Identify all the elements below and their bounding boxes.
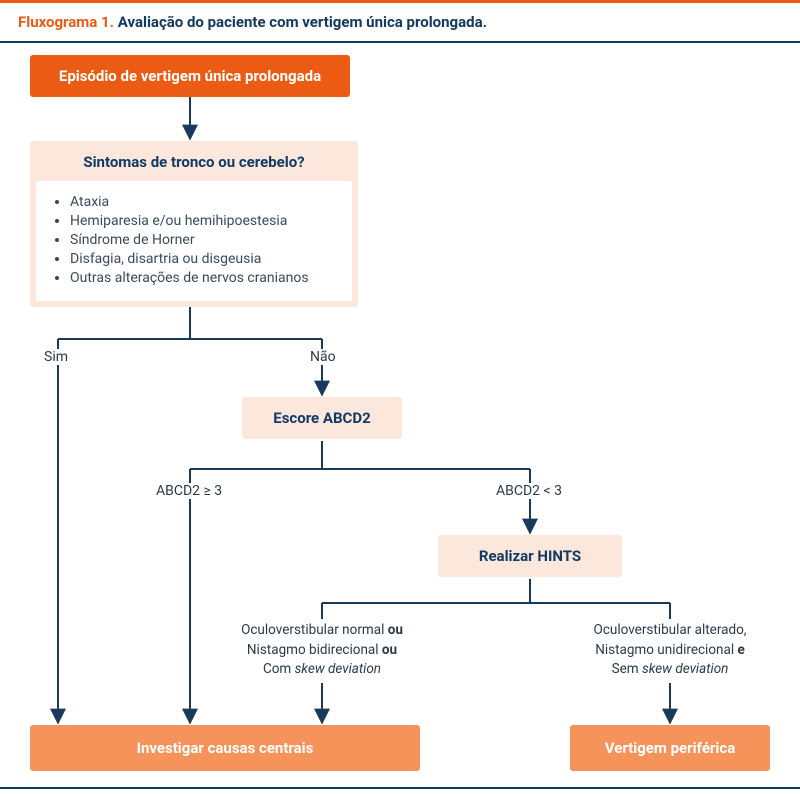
- node-start: Episódio de vertigem única prolongada: [30, 55, 350, 97]
- question-heading: Sintomas de tronco ou cerebelo?: [30, 141, 358, 181]
- title-prefix: Fluxograma 1.: [18, 13, 114, 31]
- branch-label-nao: Não: [306, 349, 340, 365]
- hints-branch-central: Oculoverstibular normal ou Nistagmo bidi…: [222, 621, 422, 680]
- symptom-list: Ataxia Hemiparesia e/ou hemihipoestesia …: [50, 194, 338, 286]
- branch-label-sim: Sim: [40, 349, 72, 365]
- flowchart-frame: Fluxograma 1. Avaliação do paciente com …: [0, 0, 800, 789]
- node-end-central: Investigar causas centrais: [30, 725, 420, 771]
- title-bar: Fluxograma 1. Avaliação do paciente com …: [0, 0, 800, 41]
- list-item: Disfagia, disartria ou disgeusia: [70, 251, 338, 267]
- node-hints: Realizar HINTS: [438, 535, 622, 577]
- canvas-wrap: Episódio de vertigem única prolongada Si…: [0, 41, 800, 789]
- question-body: Ataxia Hemiparesia e/ou hemihipoestesia …: [36, 181, 352, 301]
- flowchart-canvas: Episódio de vertigem única prolongada Si…: [0, 43, 800, 787]
- title-text: Avaliação do paciente com vertigem única…: [118, 13, 487, 31]
- node-question-symptoms: Sintomas de tronco ou cerebelo? Ataxia H…: [30, 141, 358, 307]
- node-end-peripheral: Vertigem periférica: [570, 725, 770, 771]
- list-item: Hemiparesia e/ou hemihipoestesia: [70, 213, 338, 229]
- list-item: Ataxia: [70, 194, 338, 210]
- branch-label-abcd-ge3: ABCD2 ≥ 3: [152, 483, 226, 499]
- branch-label-abcd-lt3: ABCD2 < 3: [492, 483, 566, 499]
- node-abcd2: Escore ABCD2: [242, 397, 402, 439]
- list-item: Outras alterações de nervos cranianos: [70, 270, 338, 286]
- hints-branch-peripheral: Oculoverstibular alterado, Nistagmo unid…: [570, 621, 770, 680]
- list-item: Síndrome de Horner: [70, 232, 338, 248]
